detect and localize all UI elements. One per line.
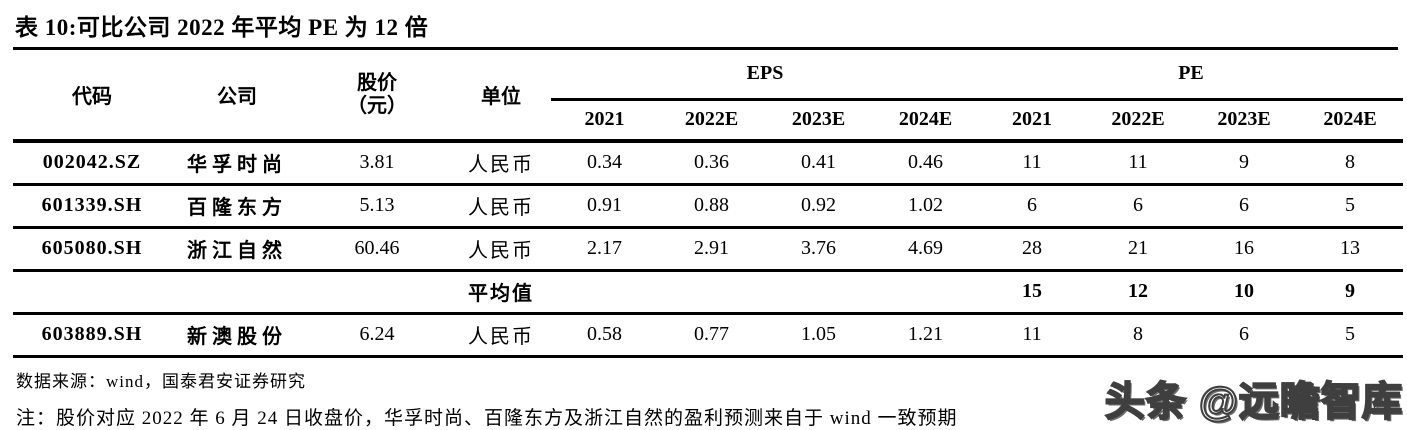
eps-value-cell: 0.91 [551, 184, 658, 229]
company-cell: 浙江自然 [171, 227, 303, 272]
price-cell: 3.81 [303, 141, 451, 186]
average-row: 平均值 15 12 10 9 [13, 270, 1403, 315]
eps-value-cell [551, 270, 658, 315]
eps-value-cell: 3.76 [765, 227, 872, 272]
eps-value-cell: 0.34 [551, 141, 658, 186]
pe-value-cell: 9 [1191, 141, 1297, 186]
pe-value-cell: 6 [1191, 313, 1297, 358]
eps-value-cell: 0.41 [765, 141, 872, 186]
code-cell: 002042.SZ [13, 141, 171, 186]
code-cell: 605080.SH [13, 227, 171, 272]
header-pe-2023e: 2023E [1191, 99, 1297, 143]
company-cell [171, 270, 303, 315]
pe-value-cell: 21 [1085, 227, 1191, 272]
eps-value-cell: 1.05 [765, 313, 872, 358]
pe-value-cell: 28 [979, 227, 1085, 272]
header-pe-2024e: 2024E [1297, 99, 1403, 143]
pe-value-cell: 5 [1297, 313, 1403, 358]
eps-value-cell: 0.92 [765, 184, 872, 229]
header-company: 公司 [171, 50, 303, 143]
pe-value-cell: 11 [1085, 141, 1191, 186]
eps-value-cell: 2.91 [658, 227, 765, 272]
watermark: 头条 @远瞻智库 [1104, 379, 1403, 425]
unit-cell: 平均值 [451, 270, 551, 315]
header-price-line1: 股价 [357, 71, 397, 94]
unit-cell: 人民币 [451, 227, 551, 272]
table-title: 表 10:可比公司 2022 年平均 PE 为 12 倍 [15, 15, 429, 40]
unit-cell: 人民币 [451, 184, 551, 229]
eps-value-cell: 1.02 [872, 184, 979, 229]
header-code: 代码 [13, 50, 171, 143]
unit-cell: 人民币 [451, 141, 551, 186]
eps-value-cell: 0.88 [658, 184, 765, 229]
table-row: 605080.SH 浙江自然 60.46 人民币 2.17 2.91 3.76 4.69 28 2… [13, 227, 1403, 272]
unit-cell: 人民币 [451, 313, 551, 358]
comparable-companies-table: 代码 公司 股价 （元） 单位 EPS PE 2021 2022E 2023E … [13, 50, 1403, 358]
header-pe-2021: 2021 [979, 99, 1085, 143]
eps-value-cell [872, 270, 979, 315]
pe-value-cell: 12 [1085, 270, 1191, 315]
code-cell: 603889.SH [13, 313, 171, 358]
pe-value-cell: 15 [979, 270, 1085, 315]
pe-value-cell: 9 [1297, 270, 1403, 315]
code-cell [13, 270, 171, 315]
pe-value-cell: 13 [1297, 227, 1403, 272]
company-cell: 华孚时尚 [171, 141, 303, 186]
header-price: 股价 （元） [303, 50, 451, 143]
table-header: 代码 公司 股价 （元） 单位 EPS PE 2021 2022E 2023E … [13, 50, 1403, 143]
pe-value-cell: 8 [1297, 141, 1403, 186]
header-eps-2024e: 2024E [872, 99, 979, 143]
pe-value-cell: 11 [979, 313, 1085, 358]
pe-value-cell: 16 [1191, 227, 1297, 272]
eps-value-cell: 1.21 [872, 313, 979, 358]
price-cell: 60.46 [303, 227, 451, 272]
table-row: 002042.SZ 华孚时尚 3.81 人民币 0.34 0.36 0.41 0.46 11 11… [13, 141, 1403, 186]
header-year-row: 2021 2022E 2023E 2024E 2021 2022E 2023E … [13, 99, 1403, 143]
header-price-line2: （元） [347, 94, 407, 117]
price-cell: 5.13 [303, 184, 451, 229]
table-row: 603889.SH 新澳股份 6.24 人民币 0.58 0.77 1.05 1.21 11 8 6… [13, 313, 1403, 358]
code-cell: 601339.SH [13, 184, 171, 229]
table-body: 002042.SZ 华孚时尚 3.81 人民币 0.34 0.36 0.41 0.46 11 11… [13, 141, 1403, 358]
eps-value-cell [765, 270, 872, 315]
pe-value-cell: 10 [1191, 270, 1297, 315]
company-cell: 百隆东方 [171, 184, 303, 229]
pe-value-cell: 6 [979, 184, 1085, 229]
table-title-block: 表 10:可比公司 2022 年平均 PE 为 12 倍 [13, 6, 1398, 50]
header-eps-2022e: 2022E [658, 99, 765, 143]
price-cell: 6.24 [303, 313, 451, 358]
eps-value-cell: 0.58 [551, 313, 658, 358]
eps-value-cell: 0.36 [658, 141, 765, 186]
data-source: 数据来源：wind，国泰君安证券研究 [16, 371, 306, 391]
eps-value-cell: 4.69 [872, 227, 979, 272]
header-group-row: 代码 公司 股价 （元） 单位 EPS PE [13, 50, 1403, 143]
company-cell: 新澳股份 [171, 313, 303, 358]
eps-value-cell: 0.46 [872, 141, 979, 186]
eps-value-cell [658, 270, 765, 315]
eps-value-cell: 2.17 [551, 227, 658, 272]
table-row: 601339.SH 百隆东方 5.13 人民币 0.91 0.88 0.92 1.02 6 6 6 5 [13, 184, 1403, 229]
eps-value-cell: 0.77 [658, 313, 765, 358]
footnote: 注：股价对应 2022 年 6 月 24 日收盘价，华孚时尚、百隆东方及浙江自然… [16, 407, 958, 429]
header-unit: 单位 [451, 50, 551, 143]
pe-value-cell: 8 [1085, 313, 1191, 358]
header-eps-group: EPS [551, 50, 979, 101]
pe-value-cell: 6 [1191, 184, 1297, 229]
pe-value-cell: 6 [1085, 184, 1191, 229]
price-cell [303, 270, 451, 315]
header-pe-2022e: 2022E [1085, 99, 1191, 143]
pe-value-cell: 11 [979, 141, 1085, 186]
header-eps-2021: 2021 [551, 99, 658, 143]
header-eps-2023e: 2023E [765, 99, 872, 143]
pe-value-cell: 5 [1297, 184, 1403, 229]
header-pe-group: PE [979, 50, 1403, 101]
